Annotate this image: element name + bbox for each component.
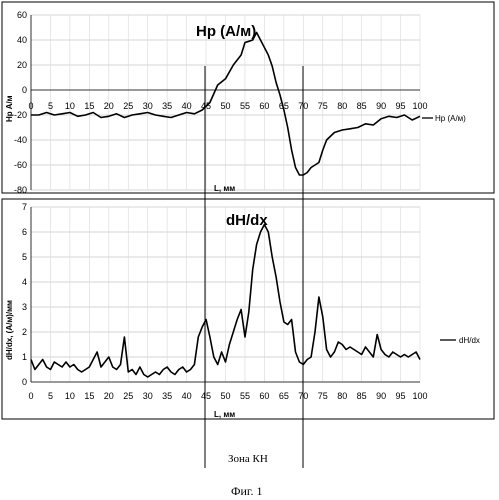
bottom-x-tick-label: 40 [182, 391, 192, 401]
bottom-x-tick-label: 80 [337, 391, 347, 401]
top-x-tick-label: 35 [162, 101, 172, 111]
top-y-tick-label: -60 [14, 160, 27, 170]
zone-label: Зона КН [228, 453, 268, 465]
top-x-tick-label: 10 [65, 101, 75, 111]
bottom-y-tick-label: 5 [22, 252, 27, 262]
top-x-tick-label: 80 [337, 101, 347, 111]
bottom-x-tick-label: 90 [376, 391, 386, 401]
bottom-x-tick-label: 50 [220, 391, 230, 401]
bottom-y-tick-label: 0 [22, 377, 27, 387]
top-x-tick-label: 25 [123, 101, 133, 111]
top-x-axis-label: L, мм [214, 184, 235, 193]
bottom-y-tick-label: 7 [22, 202, 27, 212]
bottom-y-tick-label: 3 [22, 302, 27, 312]
top-x-tick-label: 20 [104, 101, 114, 111]
figure-caption: Фиг. 1 [231, 484, 262, 498]
top-y-tick-label: -80 [14, 185, 27, 195]
top-legend-label: Hp (A/м) [435, 114, 466, 123]
bottom-y-tick-label: 6 [22, 227, 27, 237]
bottom-x-tick-label: 20 [104, 391, 114, 401]
top-x-tick-label: 60 [259, 101, 269, 111]
top-x-tick-label: 50 [220, 101, 230, 111]
bottom-x-tick-label: 55 [240, 391, 250, 401]
bottom-x-tick-label: 75 [318, 391, 328, 401]
bottom-x-tick-label: 95 [396, 391, 406, 401]
top-chart-title: Hp (A/м) [196, 23, 256, 40]
bottom-x-tick-label: 5 [48, 391, 53, 401]
top-y-tick-label: 60 [17, 10, 27, 20]
bottom-x-tick-label: 85 [357, 391, 367, 401]
top-y-tick-label: 20 [17, 60, 27, 70]
bottom-y-axis-label: dH/dx, (A/м)/мм [5, 300, 14, 360]
bottom-y-tick-label: 2 [22, 327, 27, 337]
top-x-tick-label: 95 [396, 101, 406, 111]
bottom-x-tick-label: 10 [65, 391, 75, 401]
bottom-x-tick-label: 60 [259, 391, 269, 401]
bottom-legend-label: dH/dx [459, 336, 480, 345]
top-x-tick-label: 100 [412, 101, 427, 111]
top-y-tick-label: 40 [17, 35, 27, 45]
top-x-tick-label: 85 [357, 101, 367, 111]
bottom-x-tick-label: 30 [143, 391, 153, 401]
top-y-tick-label: -20 [14, 110, 27, 120]
bottom-chart-title: dH/dx [226, 212, 268, 229]
top-x-tick-label: 15 [84, 101, 94, 111]
bottom-x-tick-label: 25 [123, 391, 133, 401]
bottom-x-tick-label: 15 [84, 391, 94, 401]
bottom-x-tick-label: 45 [201, 391, 211, 401]
bottom-y-tick-label: 1 [22, 352, 27, 362]
top-x-tick-label: 55 [240, 101, 250, 111]
bottom-x-tick-label: 0 [28, 391, 33, 401]
top-x-tick-label: 5 [48, 101, 53, 111]
bottom-x-axis-label: L, мм [214, 410, 235, 419]
bottom-x-tick-label: 35 [162, 391, 172, 401]
top-y-tick-label: 0 [22, 85, 27, 95]
bottom-x-tick-label: 100 [412, 391, 427, 401]
top-y-axis-label: Hp A/м [5, 95, 14, 122]
top-x-tick-label: 40 [182, 101, 192, 111]
bottom-grid [31, 207, 420, 382]
top-x-tick-label: 90 [376, 101, 386, 111]
top-y-tick-label: -40 [14, 135, 27, 145]
bottom-x-tick-label: 65 [279, 391, 289, 401]
top-x-tick-label: 75 [318, 101, 328, 111]
bottom-y-tick-label: 4 [22, 277, 27, 287]
top-x-tick-label: 30 [143, 101, 153, 111]
